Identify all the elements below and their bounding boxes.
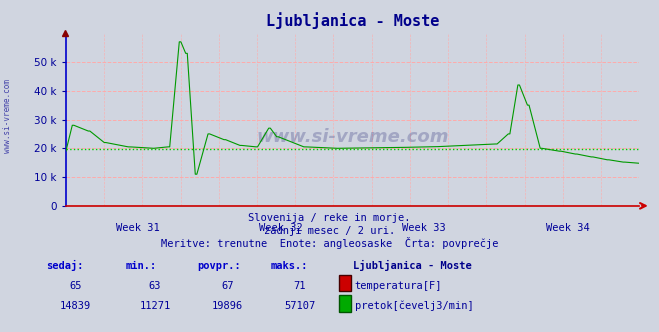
- Text: Slovenija / reke in morje.: Slovenija / reke in morje.: [248, 213, 411, 223]
- Text: www.si-vreme.com: www.si-vreme.com: [3, 79, 13, 153]
- Text: maks.:: maks.:: [270, 261, 308, 271]
- Text: Week 31: Week 31: [116, 223, 159, 233]
- Text: 65: 65: [70, 281, 82, 291]
- Title: Ljubljanica - Moste: Ljubljanica - Moste: [266, 12, 440, 29]
- Text: 57107: 57107: [284, 301, 316, 311]
- Text: Week 33: Week 33: [403, 223, 446, 233]
- Text: pretok[čevelj3/min]: pretok[čevelj3/min]: [355, 301, 473, 311]
- Text: 19896: 19896: [212, 301, 243, 311]
- Text: 11271: 11271: [139, 301, 171, 311]
- Text: min.:: min.:: [125, 261, 156, 271]
- Text: povpr.:: povpr.:: [198, 261, 241, 271]
- Text: temperatura[F]: temperatura[F]: [355, 281, 442, 291]
- Text: Meritve: trenutne  Enote: angleosaske  Črta: povprečje: Meritve: trenutne Enote: angleosaske Črt…: [161, 237, 498, 249]
- Text: 67: 67: [221, 281, 233, 291]
- Text: 14839: 14839: [60, 301, 92, 311]
- Text: sedaj:: sedaj:: [46, 260, 84, 271]
- Text: Ljubljanica - Moste: Ljubljanica - Moste: [353, 260, 471, 271]
- Text: zadnji mesec / 2 uri.: zadnji mesec / 2 uri.: [264, 226, 395, 236]
- Text: Week 34: Week 34: [546, 223, 589, 233]
- Text: 63: 63: [149, 281, 161, 291]
- Text: www.si-vreme.com: www.si-vreme.com: [256, 128, 449, 146]
- Text: Week 32: Week 32: [259, 223, 302, 233]
- Text: 71: 71: [294, 281, 306, 291]
